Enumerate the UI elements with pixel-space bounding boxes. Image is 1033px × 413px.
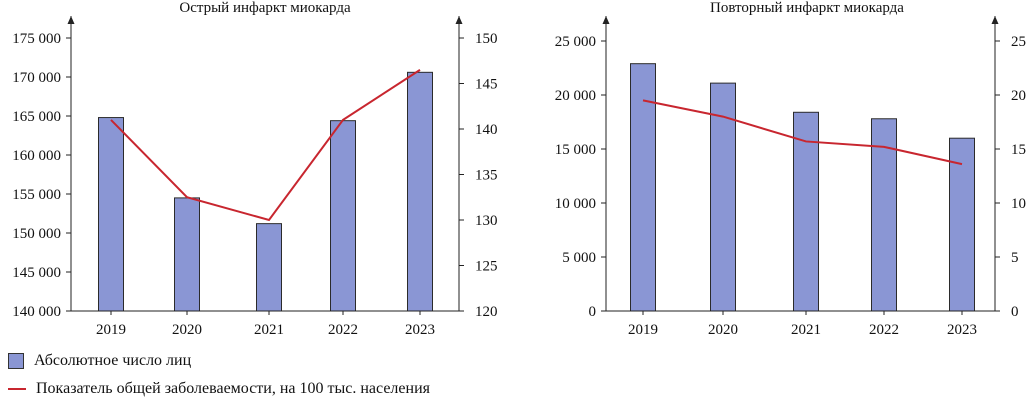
bar-2022: [330, 120, 356, 312]
left-tick-label: 20 000: [555, 88, 596, 104]
x-tick-label-2019: 2019: [96, 322, 126, 338]
right-tick-label: 145: [475, 77, 498, 93]
right-tick-label: 10: [1011, 196, 1026, 212]
bar-2019: [98, 117, 124, 312]
right-axis-arrow: [991, 16, 999, 24]
bar-2023: [949, 137, 975, 312]
left-axis-arrow: [602, 16, 610, 24]
right-tick-label: 130: [475, 213, 498, 229]
x-tick-label-2023: 2023: [947, 322, 977, 338]
bar-2021: [793, 111, 819, 312]
left-tick-label: 165 000: [12, 109, 61, 125]
x-tick-label-2023: 2023: [405, 322, 435, 338]
x-tick-label-2019: 2019: [628, 322, 658, 338]
rate-line: [110, 69, 421, 222]
right-tick-label: 0: [1011, 304, 1019, 320]
x-tick-label-2021: 2021: [254, 322, 284, 338]
left-tick-label: 145 000: [12, 265, 61, 281]
bar-2021: [256, 223, 282, 312]
right-tick-label: 120: [475, 304, 498, 320]
legend-line: Показатель общей заболеваемости, на 100 …: [8, 380, 430, 398]
legend-bar: Абсолютное число лиц: [8, 352, 191, 370]
x-tick-label-2021: 2021: [791, 322, 821, 338]
right-tick-label: 150: [475, 31, 498, 47]
chart-title: Острый инфаркт миокарда: [179, 0, 351, 16]
chart-1: Острый инфаркт миокарда 140 000 145 000 150…: [12, 0, 497, 338]
left-tick-label: 10 000: [555, 196, 596, 212]
legend-bar-label: Абсолютное число лиц: [34, 352, 192, 369]
right-tick-label: 135: [475, 168, 498, 184]
legend-bar-swatch: [8, 353, 24, 369]
left-axis-arrow: [67, 16, 75, 24]
left-tick-label: 175 000: [12, 31, 61, 47]
x-tick-label-2020: 2020: [172, 322, 202, 338]
right-tick-label: 25: [1011, 34, 1026, 50]
legend-line-label: Показатель общей заболеваемости, на 100 …: [36, 380, 430, 397]
legend-line-swatch: [8, 388, 26, 390]
left-tick-label: 160 000: [12, 148, 61, 164]
x-tick-label-2022: 2022: [328, 322, 358, 338]
left-tick-label: 15 000: [555, 142, 596, 158]
right-tick-label: 125: [475, 259, 498, 275]
left-tick-label: 150 000: [12, 226, 61, 242]
left-tick-label: 5 000: [562, 250, 596, 266]
left-tick-label: 155 000: [12, 187, 61, 203]
chart-2: Повторный инфаркт миокарда 0 5 000 10 000 15…: [555, 0, 1026, 338]
bar-2020: [174, 197, 200, 312]
left-tick-label: 0: [589, 304, 597, 320]
right-tick-label: 5: [1011, 250, 1019, 266]
left-tick-label: 170 000: [12, 70, 61, 86]
left-tick-label: 140 000: [12, 304, 61, 320]
x-tick-label-2022: 2022: [869, 322, 899, 338]
bar-2019: [630, 63, 656, 312]
x-tick-label-2020: 2020: [708, 322, 738, 338]
chart-title: Повторный инфаркт миокарда: [710, 0, 904, 16]
right-tick-label: 15: [1011, 142, 1026, 158]
right-tick-label: 140: [475, 122, 498, 138]
bar-2020: [710, 82, 736, 312]
bar-2023: [407, 71, 433, 312]
left-tick-label: 25 000: [555, 34, 596, 50]
right-tick-label: 20: [1011, 88, 1026, 104]
right-axis-arrow: [455, 16, 463, 24]
bar-2022: [871, 118, 897, 312]
